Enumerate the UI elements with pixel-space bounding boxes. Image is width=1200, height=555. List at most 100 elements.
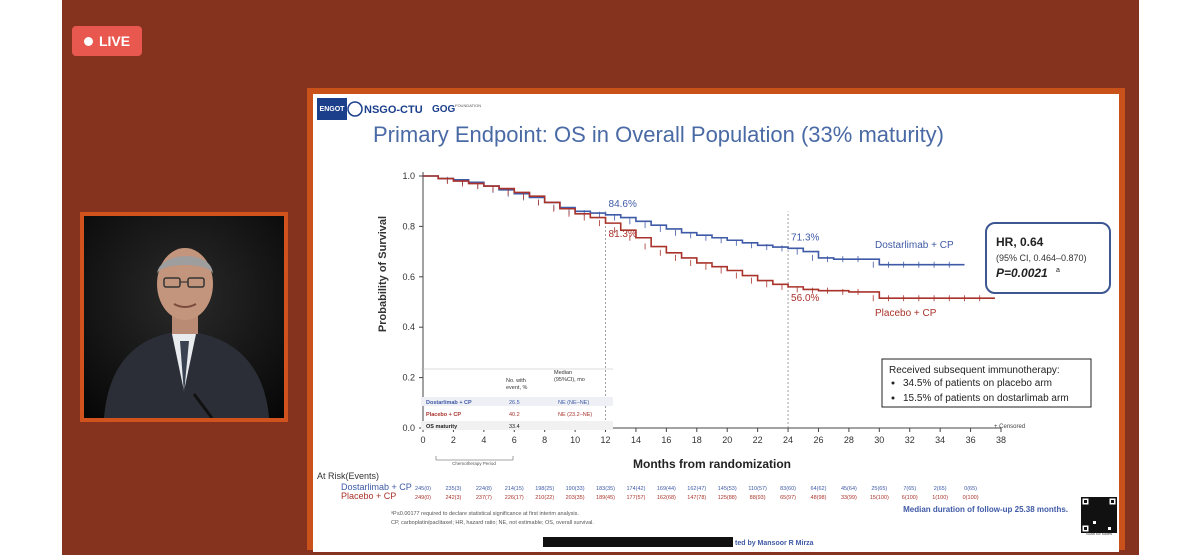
qr-module: [1102, 515, 1105, 518]
at-risk-value: 0(100): [963, 495, 979, 501]
qr-module: [1099, 530, 1102, 533]
qr-module: [1102, 530, 1105, 533]
qr-module: [1111, 506, 1114, 509]
qr-module: [1093, 518, 1096, 521]
qr-module: [1102, 506, 1105, 509]
qr-module: [1114, 524, 1117, 527]
qr-module: [1105, 506, 1108, 509]
qr-module: [1093, 515, 1096, 518]
qr-module: [1111, 509, 1114, 512]
at-risk-value: 2(65): [934, 486, 947, 492]
qr-module: [1114, 515, 1117, 518]
slide-title: Primary Endpoint: OS in Overall Populati…: [373, 122, 944, 147]
at-risk-value: 245(0): [415, 486, 431, 492]
qr-module: [1084, 506, 1087, 509]
x-tick-label: 30: [874, 435, 884, 445]
qr-module: [1108, 524, 1111, 527]
censored-legend: + Censored: [994, 424, 1025, 430]
presenter-video-feed: [84, 216, 284, 418]
inset-header-events: No. with event, %: [506, 378, 528, 391]
qr-module: [1093, 497, 1096, 500]
at-risk-value: 177(57): [626, 495, 645, 501]
at-risk-value: 7(65): [903, 486, 916, 492]
qr-module: [1090, 503, 1093, 506]
at-risk-value: 249(0): [415, 495, 431, 501]
inset-row-label: OS maturity: [426, 424, 458, 430]
at-risk-value: 1(100): [932, 495, 948, 501]
qr-module: [1102, 512, 1105, 515]
inset-row-label: Dostarlimab + CP: [426, 400, 472, 406]
at-risk-value: 125(88): [718, 495, 737, 501]
at-risk-value: 64(62): [811, 486, 827, 492]
y-tick-label: 0.0: [402, 423, 415, 433]
qr-module: [1099, 503, 1102, 506]
qr-module: [1111, 521, 1114, 524]
inset-cell: NE (23.2–NE): [558, 412, 592, 418]
at-risk-value: 237(7): [476, 495, 492, 501]
qr-module: [1096, 512, 1099, 515]
presenter-video[interactable]: [80, 212, 288, 422]
hr-ci: (95% CI, 0.464–0.870): [996, 253, 1087, 263]
qr-module: [1105, 509, 1108, 512]
at-risk-value: 226(17): [505, 495, 524, 501]
qr-module: [1105, 503, 1108, 506]
qr-finder-core: [1084, 527, 1087, 530]
qr-module: [1099, 497, 1102, 500]
qr-module: [1111, 512, 1114, 515]
obscured-bar: [543, 537, 733, 547]
qr-module: [1114, 509, 1117, 512]
nsgo-logo-text: NSGO-CTU: [364, 104, 423, 116]
qr-module: [1096, 530, 1099, 533]
immunotherapy-bullet-2: [891, 396, 895, 400]
qr-module: [1099, 506, 1102, 509]
hr-value: HR, 0.64: [996, 235, 1044, 249]
gog-foundation-text: FOUNDATION: [455, 103, 481, 108]
at-risk-value: 242(3): [445, 495, 461, 501]
qr-module: [1105, 524, 1108, 527]
slide-canvas: ENGOT NSGO-CTU GOG FOUNDATION Primary En…: [317, 98, 1117, 547]
qr-module: [1099, 524, 1102, 527]
inset-header-median: Median (95%CI), mo: [554, 370, 585, 383]
qr-module: [1105, 521, 1108, 524]
qr-module: [1105, 527, 1108, 530]
qr-module: [1105, 500, 1108, 503]
presentation-slide[interactable]: ENGOT NSGO-CTU GOG FOUNDATION Primary En…: [313, 94, 1119, 552]
qr-module: [1108, 509, 1111, 512]
qr-module: [1093, 503, 1096, 506]
x-tick-label: 18: [692, 435, 702, 445]
x-tick-label: 4: [481, 435, 486, 445]
at-risk-value: 110(57): [748, 486, 767, 492]
at-risk-value: 174(42): [626, 486, 645, 492]
y-tick-label: 0.8: [402, 221, 415, 231]
qr-module: [1105, 497, 1108, 500]
footnote: CP, carboplatin/paclitaxel; HR, hazard r…: [391, 520, 594, 526]
x-tick-label: 26: [813, 435, 823, 445]
live-badge[interactable]: LIVE: [72, 26, 142, 56]
at-risk-value: 15(100): [870, 495, 889, 501]
y-tick-label: 0.4: [402, 322, 415, 332]
survival-annotation: 81.3%: [609, 229, 637, 240]
at-risk-title: At Risk(Events): [317, 471, 379, 481]
qr-module: [1087, 518, 1090, 521]
at-risk-value: 169(44): [657, 486, 676, 492]
immunotherapy-title: Received subsequent immunotherapy:: [889, 365, 1060, 376]
qr-module: [1081, 509, 1084, 512]
qr-module: [1099, 518, 1102, 521]
y-tick-label: 0.6: [402, 272, 415, 282]
qr-module: [1096, 497, 1099, 500]
at-risk-value: 189(45): [596, 495, 615, 501]
nsgo-logo-icon: [347, 101, 363, 117]
x-tick-label: 16: [661, 435, 671, 445]
qr-module: [1096, 509, 1099, 512]
qr-module: [1090, 512, 1093, 515]
inset-table: No. with event, % Median (95%CI), mo Dosta…: [421, 368, 613, 430]
survival-annotation: 56.0%: [791, 293, 819, 304]
qr-finder-core: [1111, 500, 1114, 503]
qr-module: [1093, 524, 1096, 527]
at-risk-value: 162(47): [687, 486, 706, 492]
qr-module: [1105, 515, 1108, 518]
footnote: ᵃP≤0.00177 required to declare statistic…: [391, 511, 579, 517]
x-tick-label: 34: [935, 435, 945, 445]
qr-module: [1111, 515, 1114, 518]
qr-code[interactable]: [1081, 497, 1117, 533]
